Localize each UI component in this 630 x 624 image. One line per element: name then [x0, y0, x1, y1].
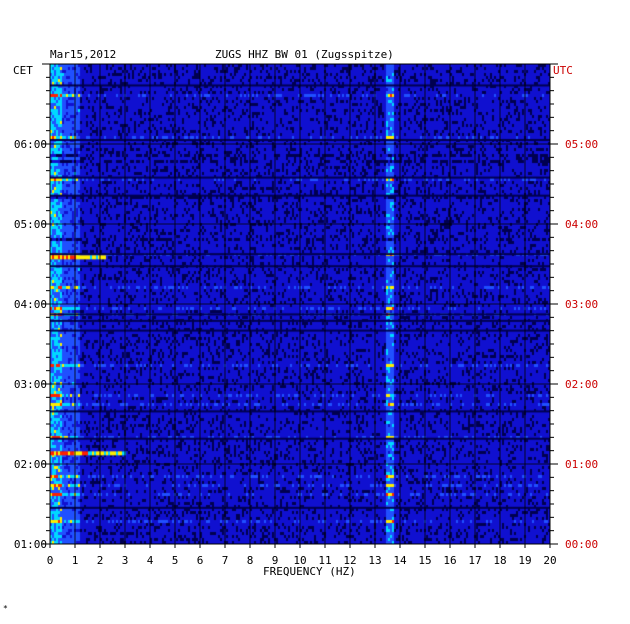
x-tick-label-6: 6: [197, 554, 204, 567]
y-right-tick-label: 00:00: [565, 538, 598, 551]
station-title: ZUGS HHZ BW 01 (Zugsspitze): [215, 48, 394, 61]
cet-label: CET: [13, 64, 33, 77]
y-left-tick-label: 02:00: [14, 458, 47, 471]
x-tick-label-11: 11: [318, 554, 331, 567]
x-tick-label-3: 3: [122, 554, 129, 567]
y-right-tick-label: 05:00: [565, 138, 598, 151]
y-right-tick-label: 02:00: [565, 378, 598, 391]
x-tick-label-19: 19: [518, 554, 531, 567]
y-right-tick-label: 03:00: [565, 298, 598, 311]
y-left-tick-label: 05:00: [14, 218, 47, 231]
x-tick-label-5: 5: [172, 554, 179, 567]
y-left-tick-label: 06:00: [14, 138, 47, 151]
x-tick-label-2: 2: [97, 554, 104, 567]
axis-ticks: [42, 63, 558, 548]
x-tick-label-17: 17: [468, 554, 481, 567]
y-right-tick-labels: 05:00 04:00 03:00 02:00 01:00 00:00: [565, 138, 598, 551]
x-tick-label-16: 16: [443, 554, 456, 567]
y-left-tick-labels: 06:00 05:00 04:00 03:00 02:00 01:00: [14, 138, 47, 551]
x-tick-label-0: 0: [47, 554, 54, 567]
x-tick-label-15: 15: [418, 554, 431, 567]
grid-lines: [49, 63, 551, 545]
y-left-tick-label: 03:00: [14, 378, 47, 391]
corner-mark: *: [3, 604, 8, 613]
y-right-tick-label: 04:00: [565, 218, 598, 231]
y-left-tick-label: 04:00: [14, 298, 47, 311]
x-tick-label-10: 10: [293, 554, 306, 567]
x-tick-label-18: 18: [493, 554, 506, 567]
x-tick-label-7: 7: [222, 554, 229, 567]
date-label: Mar15,2012: [50, 48, 117, 61]
y-left-tick-label: 01:00: [14, 538, 47, 551]
x-tick-label-12: 12: [343, 554, 356, 567]
x-tick-label-4: 4: [147, 554, 154, 567]
x-tick-label-9: 9: [272, 554, 279, 567]
x-tick-label-13: 13: [368, 554, 381, 567]
x-axis-title: FREQUENCY (HZ): [263, 565, 356, 578]
x-tick-labels: 0 1 2 3 4 5 6 7 8 9 10 11 12 13 14 15 16 17 18 19 20: [47, 554, 557, 567]
x-tick-label-8: 8: [247, 554, 254, 567]
x-tick-label-1: 1: [72, 554, 79, 567]
y-right-tick-label: 01:00: [565, 458, 598, 471]
x-tick-label-20: 20: [543, 554, 556, 567]
x-tick-label-14: 14: [393, 554, 407, 567]
utc-label: UTC: [553, 64, 573, 77]
